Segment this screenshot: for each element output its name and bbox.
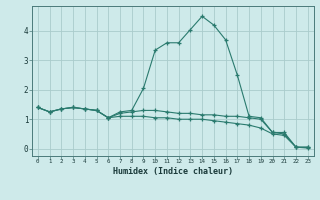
X-axis label: Humidex (Indice chaleur): Humidex (Indice chaleur) — [113, 167, 233, 176]
